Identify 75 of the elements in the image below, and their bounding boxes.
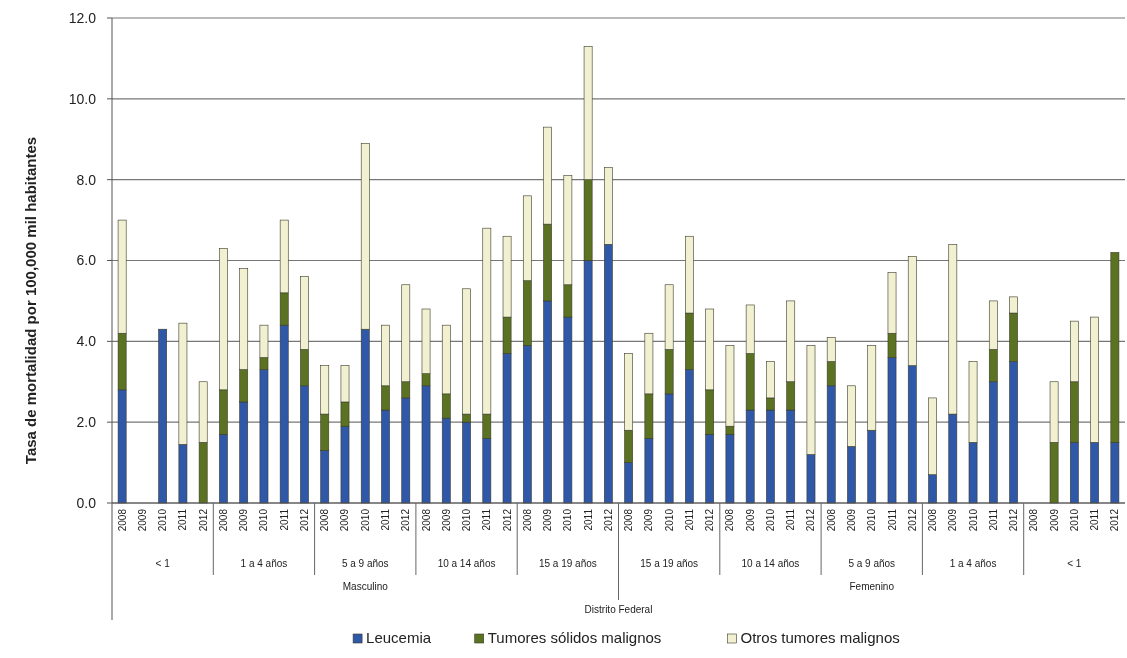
x-tick-label: 2010 bbox=[359, 508, 371, 532]
x-tick-label: 2009 bbox=[136, 508, 148, 532]
x-tick-label: 2012 bbox=[197, 508, 209, 532]
x-tick-label: 2010 bbox=[967, 508, 979, 532]
y-tick-label: 2.0 bbox=[76, 414, 97, 431]
y-axis-title: Tasa de mortalidad por 100,000 mil habitantes bbox=[22, 136, 39, 465]
x-tick-label: 2012 bbox=[1008, 508, 1020, 532]
x-tick-label: 2009 bbox=[845, 508, 857, 532]
text: 15 a 19 años bbox=[640, 558, 699, 569]
x-tick-label: 2010 bbox=[258, 508, 270, 532]
x-tick-label: 2011 bbox=[683, 508, 695, 531]
text: < 1 bbox=[1067, 558, 1082, 569]
text: 10 a 14 años bbox=[437, 558, 496, 569]
text: Masculino bbox=[342, 581, 389, 592]
x-tick-label: 2008 bbox=[927, 508, 939, 532]
x-tick-label: 2010 bbox=[866, 508, 878, 532]
y-tick-label: 10.0 bbox=[68, 90, 97, 107]
x-tick-label: 2008 bbox=[217, 508, 229, 532]
text: Femenino bbox=[849, 581, 895, 592]
y-tick-label: 6.0 bbox=[76, 252, 97, 269]
x-tick-label: 2012 bbox=[602, 508, 614, 532]
text: 10 a 14 años bbox=[741, 558, 800, 569]
x-tick-label: 2009 bbox=[744, 508, 756, 532]
text: < 1 bbox=[155, 558, 171, 569]
y-tick-label: 4.0 bbox=[76, 333, 97, 350]
x-tick-label: 2011 bbox=[1089, 508, 1101, 531]
x-tick-label: 2012 bbox=[805, 508, 817, 532]
x-tick-label: 2011 bbox=[785, 508, 797, 531]
x-tick-label: 2010 bbox=[1068, 508, 1080, 532]
y-tick-label: 0.0 bbox=[76, 494, 97, 511]
y-tick-label: 8.0 bbox=[76, 171, 97, 188]
x-tick-label: 2009 bbox=[947, 508, 959, 532]
x-tick-label: 2012 bbox=[400, 508, 412, 532]
x-tick-label: 2009 bbox=[1048, 508, 1060, 532]
x-tick-label: 2008 bbox=[724, 508, 736, 532]
x-tick-label: 2008 bbox=[319, 508, 331, 532]
x-tick-label: 2012 bbox=[501, 508, 513, 532]
x-tick-label: 2012 bbox=[298, 508, 310, 532]
x-tick-label: 2008 bbox=[116, 508, 128, 532]
legend-label: Tumores sólidos malignos bbox=[487, 629, 662, 646]
x-tick-label: 2009 bbox=[542, 508, 554, 532]
legend-label: Otros tumores malignos bbox=[740, 629, 900, 646]
x-tick-label: 2012 bbox=[1109, 508, 1121, 532]
x-tick-label: 2008 bbox=[521, 508, 533, 532]
x-tick-label: 2008 bbox=[825, 508, 837, 532]
x-tick-label: 2010 bbox=[562, 508, 574, 532]
x-tick-label: 2011 bbox=[481, 508, 493, 531]
x-tick-label: 2011 bbox=[582, 508, 594, 531]
x-tick-label: 2011 bbox=[987, 508, 999, 531]
text: 5 a 9 años bbox=[341, 558, 389, 569]
x-tick-label: 2009 bbox=[643, 508, 655, 532]
x-tick-label: 2009 bbox=[339, 508, 351, 532]
x-tick-label: 2012 bbox=[906, 508, 918, 532]
x-tick-label: 2010 bbox=[764, 508, 776, 532]
text: 1 a 4 años bbox=[949, 558, 997, 569]
x-tick-label: 2010 bbox=[461, 508, 473, 532]
text: 15 a 19 años bbox=[538, 558, 597, 569]
x-tick-label: 2012 bbox=[704, 508, 716, 532]
text: Distrito Federal bbox=[584, 604, 653, 615]
x-tick-label: 2008 bbox=[1028, 508, 1040, 532]
x-tick-label: 2011 bbox=[380, 508, 392, 531]
y-tick-label: 12.0 bbox=[68, 9, 97, 26]
x-tick-label: 2010 bbox=[157, 508, 169, 532]
text: 5 a 9 años bbox=[848, 558, 896, 569]
legend-label: Leucemia bbox=[366, 629, 432, 646]
text: 1 a 4 años bbox=[240, 558, 288, 569]
bar bbox=[158, 328, 167, 504]
x-tick-label: 2011 bbox=[886, 508, 898, 531]
x-tick-label: 2008 bbox=[623, 508, 635, 532]
x-tick-label: 2010 bbox=[663, 508, 675, 532]
x-tick-label: 2009 bbox=[238, 508, 250, 532]
x-tick-label: 2011 bbox=[177, 508, 189, 531]
x-tick-label: 2009 bbox=[440, 508, 452, 532]
x-tick-label: 2008 bbox=[420, 508, 432, 532]
x-tick-label: 2011 bbox=[278, 508, 290, 531]
